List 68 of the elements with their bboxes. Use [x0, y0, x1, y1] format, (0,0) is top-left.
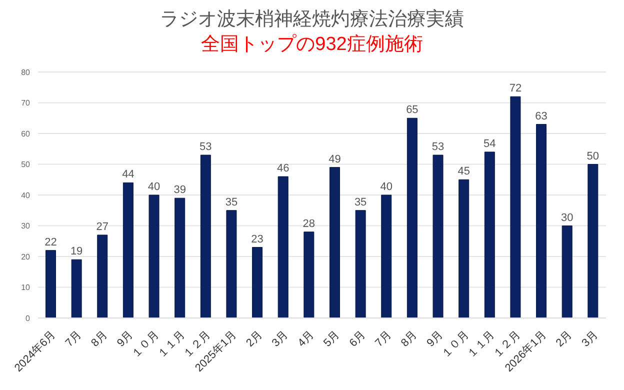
data-label: 39	[174, 184, 186, 196]
bar	[226, 210, 237, 318]
bar	[588, 164, 598, 318]
x-tick-label: 3月	[270, 328, 290, 350]
bar	[148, 194, 160, 318]
data-label: 45	[458, 166, 470, 178]
bar	[252, 247, 263, 318]
y-tick-label: 80	[21, 68, 31, 77]
y-tick-label: 10	[21, 283, 31, 292]
bar	[458, 179, 470, 318]
bar	[484, 152, 495, 318]
data-label: 35	[225, 196, 238, 208]
x-tick-label: 4月	[296, 328, 316, 350]
data-label: 22	[44, 236, 57, 248]
data-label: 65	[406, 104, 418, 116]
data-label: 53	[432, 141, 444, 154]
data-label: 46	[276, 162, 290, 175]
x-tick-label: 5月	[322, 328, 342, 350]
bar	[406, 118, 418, 318]
x-tick-label: 7月	[63, 328, 84, 350]
x-tick-label: 3月	[580, 328, 600, 350]
bar	[200, 154, 211, 318]
data-label: 49	[328, 153, 341, 166]
y-tick-label: 30	[21, 222, 31, 231]
bar	[510, 96, 521, 318]
data-label: 19	[70, 246, 83, 258]
data-label: 23	[251, 233, 264, 246]
bar	[536, 124, 547, 318]
y-tick-label: 50	[21, 160, 31, 170]
bar	[45, 250, 56, 318]
bar	[278, 176, 288, 318]
x-tick-label: 9月	[424, 328, 446, 350]
data-label: 54	[484, 138, 496, 150]
data-label: 40	[148, 181, 160, 193]
bar	[562, 226, 572, 318]
data-label: 44	[122, 168, 134, 181]
bar	[432, 154, 444, 318]
x-tick-label: 2月	[554, 328, 574, 350]
y-tick-label: 20	[21, 252, 31, 262]
data-label: 30	[560, 212, 574, 224]
data-label: 40	[380, 181, 393, 193]
bar	[97, 234, 108, 318]
data-label: 63	[535, 110, 548, 122]
data-label: 72	[509, 82, 522, 95]
chart-subtitle: 全国トップの932症例施術	[200, 33, 424, 57]
bar	[355, 210, 366, 318]
bar	[381, 194, 392, 318]
chart-title: ラジオ波末梢神経焼灼療法治療実績	[159, 8, 465, 32]
y-tick-label: 0	[26, 314, 31, 323]
y-tick-label: 60	[21, 129, 31, 138]
y-tick-label: 40	[21, 190, 31, 200]
x-tick-label: 8月	[398, 328, 420, 350]
data-label: 50	[586, 150, 600, 162]
x-tick-label: 2月	[244, 328, 265, 350]
x-tick-label: 9月	[114, 328, 136, 350]
bar	[122, 182, 134, 318]
data-label: 27	[96, 220, 109, 233]
x-tick-label: 7月	[373, 328, 394, 350]
data-label: 35	[354, 196, 367, 208]
bar	[174, 198, 186, 318]
bar	[329, 167, 340, 318]
bar	[304, 232, 314, 318]
x-tick-label: 6月	[347, 328, 368, 350]
bar	[71, 259, 82, 318]
y-tick-label: 70	[21, 98, 31, 108]
data-label: 28	[302, 218, 316, 230]
x-tick-label: 8月	[89, 328, 110, 350]
data-label: 53	[200, 141, 212, 154]
